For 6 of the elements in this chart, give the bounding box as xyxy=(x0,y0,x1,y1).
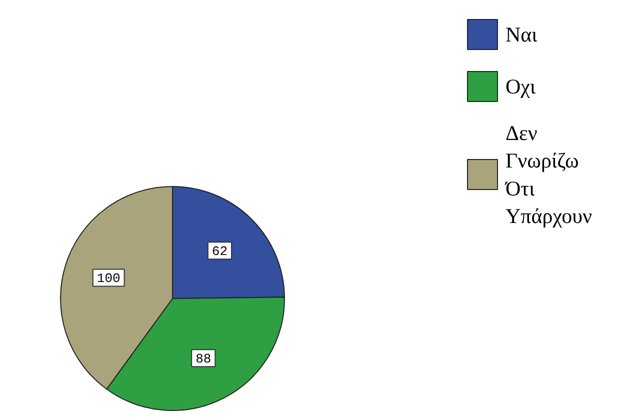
legend-label: Δεν Γνωρίζω Ότι Υπάρχουν xyxy=(504,121,592,228)
legend-label: Ναι xyxy=(506,22,538,46)
legend-label: Οχι xyxy=(506,74,536,98)
data-label: 62 xyxy=(212,244,228,260)
data-label: 100 xyxy=(96,271,120,286)
data-label: 88 xyxy=(196,352,212,367)
